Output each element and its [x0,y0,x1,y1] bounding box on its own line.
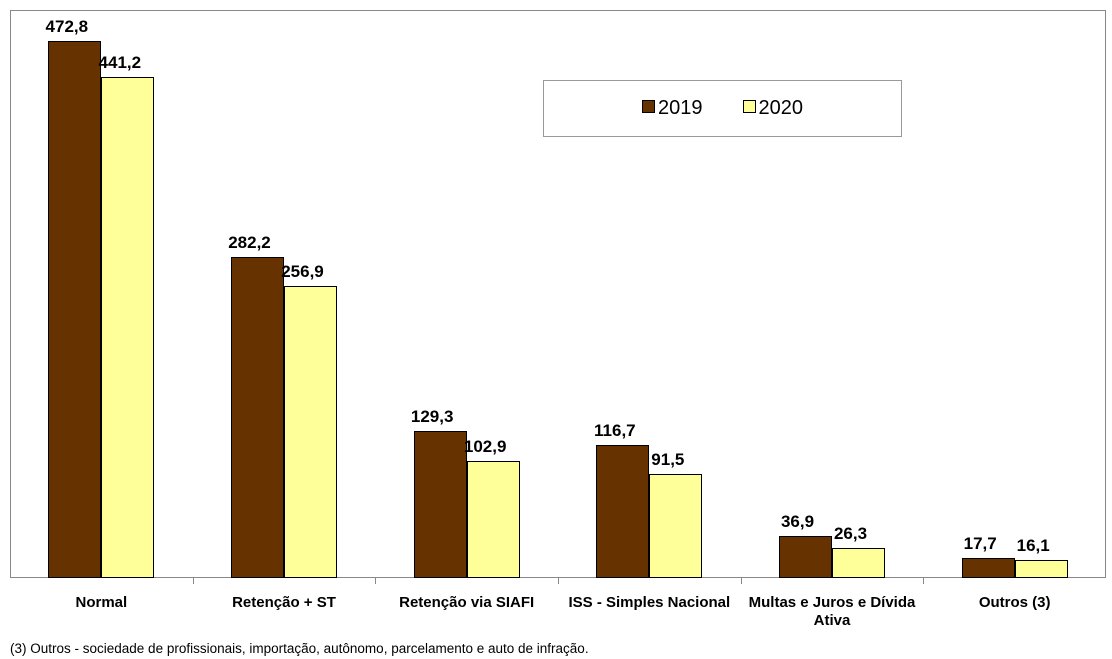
x-tick-label: ISS - Simples Nacional [568,594,731,611]
legend-swatch [742,100,756,113]
value-label: 282,2 [228,233,271,253]
legend-swatch [642,100,655,113]
x-tick-label: Normal [75,594,128,611]
x-tick [740,578,742,584]
bar [48,40,102,578]
legend-item: 2020 [742,97,804,120]
x-tick-label: Multas e Juros e Dívida Ativa [748,594,916,629]
value-label: 129,3 [410,407,454,427]
value-label: 256,9 [281,262,324,282]
x-tick [375,578,377,584]
x-tick-label: Retenção + ST [232,594,336,611]
x-tick [558,578,559,584]
value-label: 91,5 [651,450,685,470]
value-label: 102,9 [463,437,507,457]
bar [779,536,832,578]
legend-label: 2019 [658,97,703,119]
value-label: 26,3 [833,524,868,544]
legend: 2019 2020 [543,80,902,137]
value-label: 36,9 [780,512,815,532]
bar [649,474,703,578]
x-tick [192,578,194,584]
value-label: 441,2 [98,52,142,72]
bar [1014,559,1068,578]
plot-frame [10,10,1106,578]
x-tick-label: Outros (3) [978,594,1051,611]
bar [466,461,520,578]
bar [413,431,467,578]
bar [832,548,885,578]
bar [596,445,650,578]
legend-item: 2019 [642,97,703,120]
y-axis [10,10,11,578]
x-tick [923,578,925,584]
x-tick-label: Retenção via SIAFI [399,594,535,611]
footnote: (3) Outros - sociedade de profissionais,… [10,641,589,656]
x-axis [10,577,1106,578]
value-label: 16,1 [1016,535,1050,555]
bar [231,257,284,578]
legend-label: 2020 [758,97,804,119]
bar [284,286,337,578]
value-label: 116,7 [594,421,636,441]
value-label: 472,8 [45,16,89,36]
bar [961,557,1015,578]
bar [101,76,155,578]
value-label: 17,7 [963,533,997,553]
